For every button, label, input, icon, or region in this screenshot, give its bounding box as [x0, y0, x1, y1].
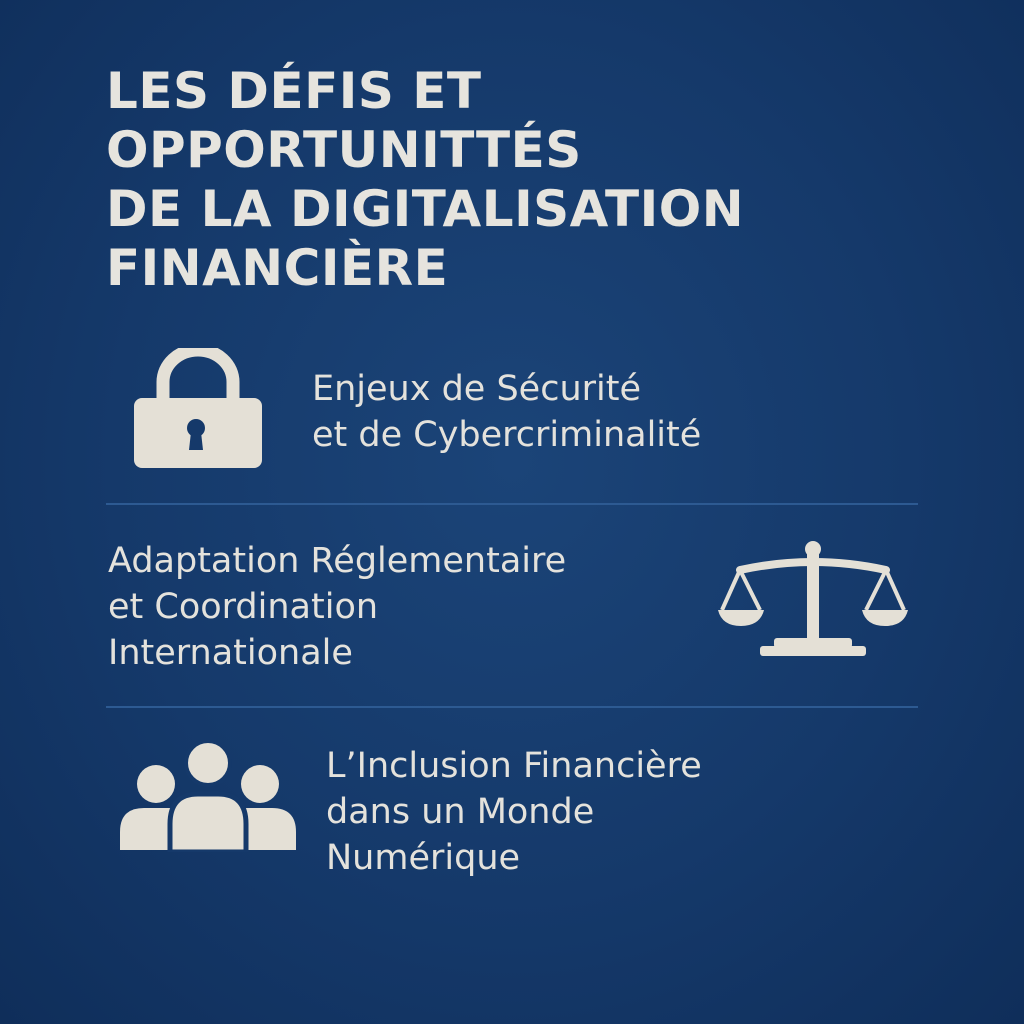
section-label-line: L’Inclusion Financière [326, 746, 702, 786]
section-label-line: dans un Monde [326, 792, 595, 832]
section-label-inclusion: L’Inclusion Financière dans un Monde Num… [326, 743, 702, 881]
divider-2 [106, 706, 918, 708]
section-label-line: et de Cybercriminalité [312, 415, 702, 455]
section-label-line: Enjeux de Sécurité [312, 369, 641, 409]
section-label-line: et Coordination [108, 587, 379, 627]
scales-icon [718, 541, 908, 656]
section-label-line: Numérique [326, 838, 521, 878]
lock-icon [134, 348, 262, 468]
section-label-line: Internationale [108, 633, 353, 673]
title-line-4: FINANCIÈRE [106, 239, 449, 297]
page-title: LES DÉFIS ET OPPORTUNITTÉS DE LA DIGITAL… [106, 62, 966, 298]
people-group-icon [120, 740, 296, 852]
title-line-3: DE LA DIGITALISATION [106, 180, 745, 238]
title-line-1: LES DÉFIS ET [106, 62, 482, 120]
title-line-2: OPPORTUNITTÉS [106, 121, 582, 179]
section-label-line: Adaptation Réglementaire [108, 541, 567, 581]
divider-1 [106, 503, 918, 505]
section-label-security: Enjeux de Sécurité et de Cybercriminalit… [312, 366, 701, 458]
section-label-regulation: Adaptation Réglementaire et Coordination… [108, 538, 566, 676]
